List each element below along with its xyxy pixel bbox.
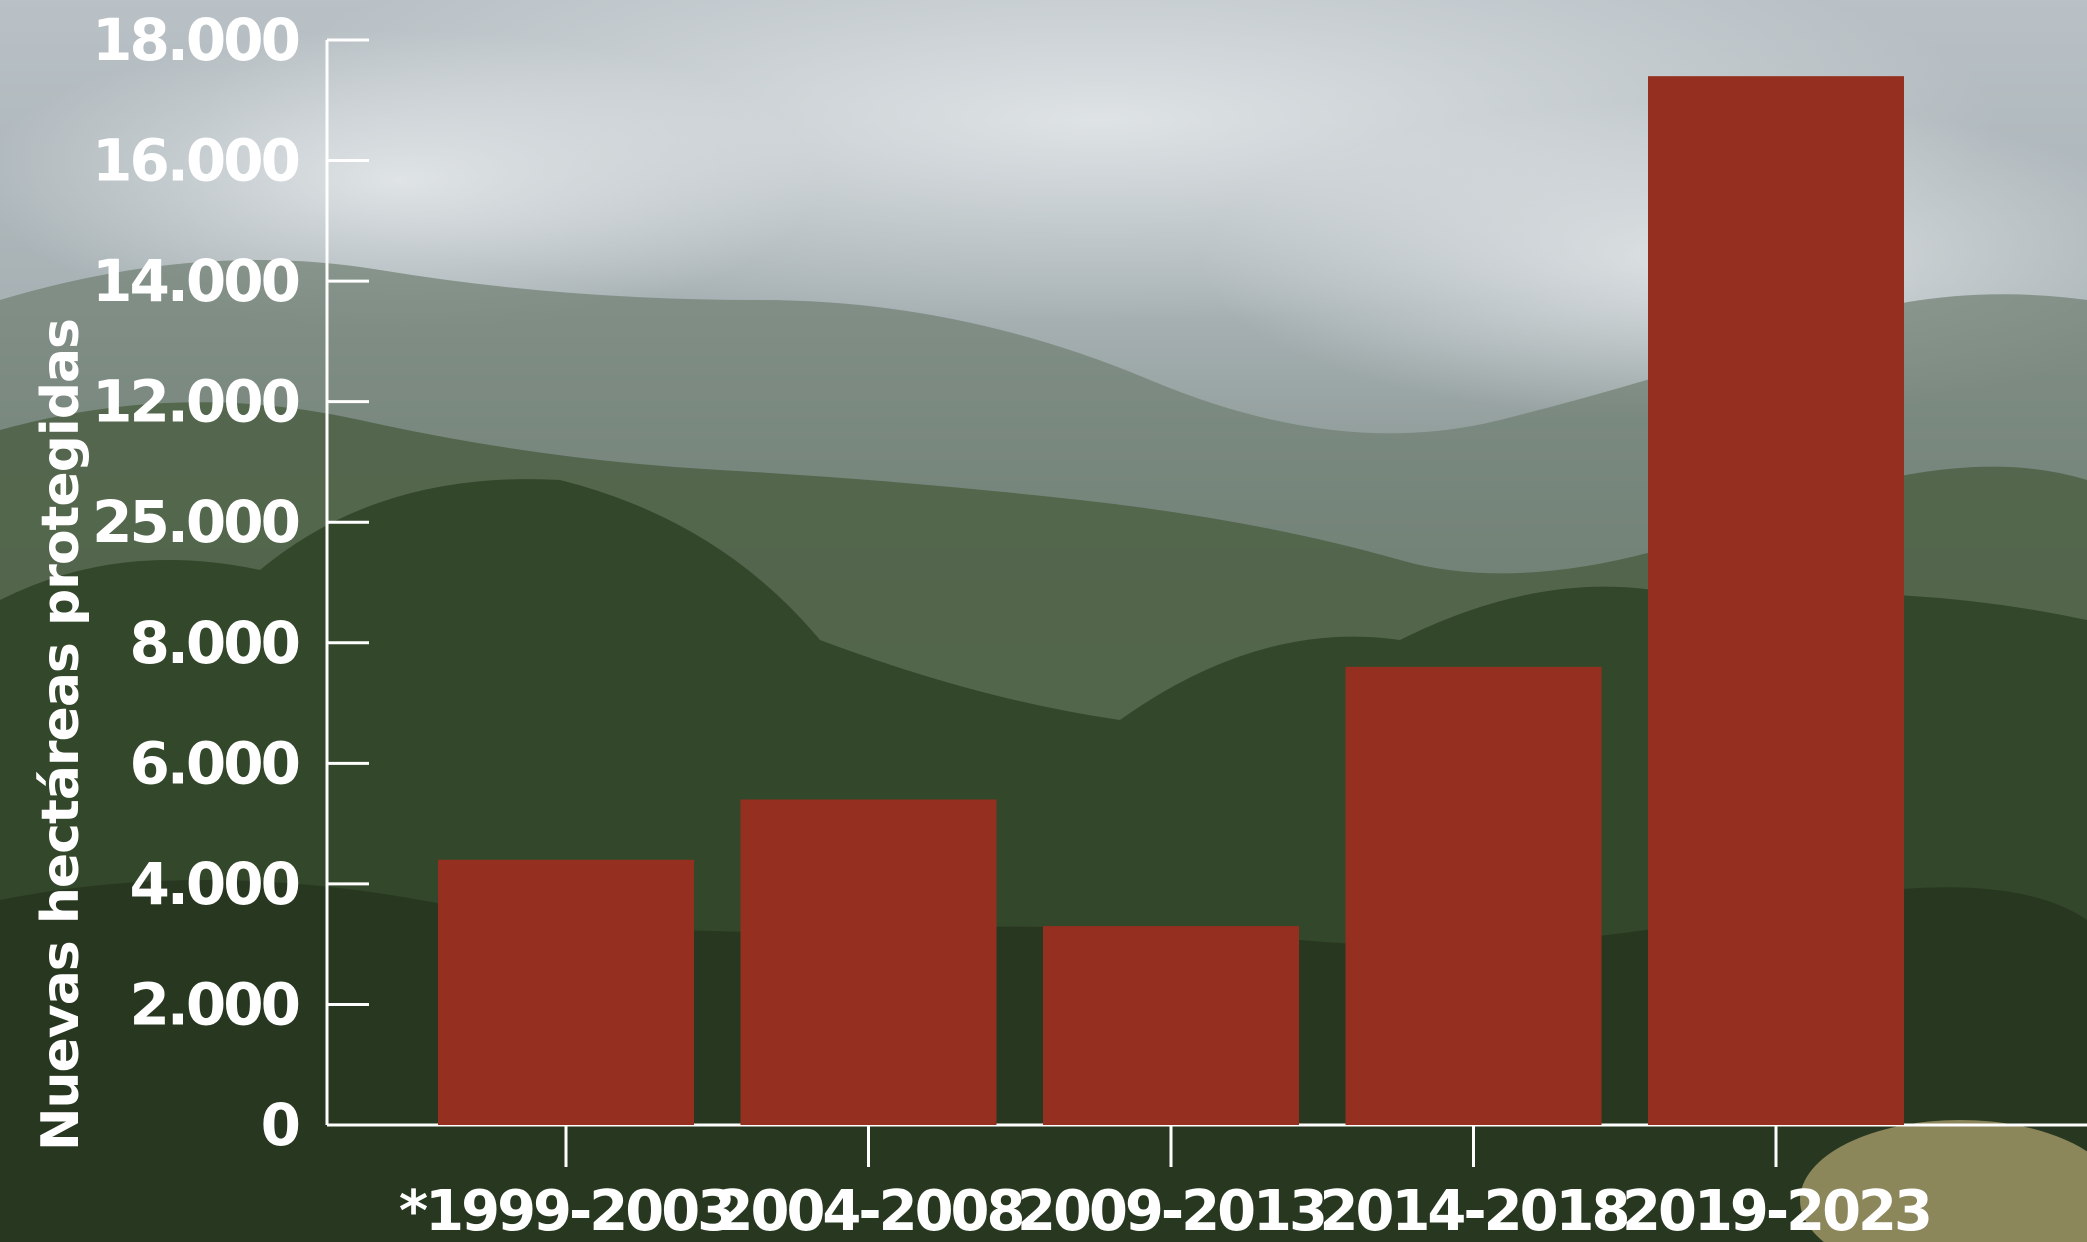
y-tick-label: 18.000 xyxy=(92,6,298,74)
bar xyxy=(1648,76,1904,1126)
y-tick-label: 25.000 xyxy=(92,488,298,556)
y-tick-label: 0 xyxy=(261,1091,299,1159)
x-tick-label: 2009-2013 xyxy=(1017,1179,1325,1242)
bar xyxy=(1043,926,1299,1125)
bar xyxy=(438,859,694,1125)
y-axis-title: Nuevas hectáreas protegidas xyxy=(31,319,91,1151)
x-tick-label: *1999-2003 xyxy=(399,1179,733,1242)
x-tick-label: 2019-2023 xyxy=(1622,1179,1930,1242)
y-tick-label: 6.000 xyxy=(130,729,299,797)
bar xyxy=(740,799,997,1125)
x-tick-label: 2004-2008 xyxy=(715,1179,1023,1242)
y-tick-label: 14.000 xyxy=(92,247,298,315)
y-tick-label: 12.000 xyxy=(92,368,298,436)
y-tick-label: 16.000 xyxy=(92,127,298,195)
bar xyxy=(1345,666,1602,1125)
y-tick-label: 4.000 xyxy=(130,850,299,918)
x-tick-label: 2014-2018 xyxy=(1320,1179,1628,1242)
y-tick-label: 8.000 xyxy=(130,609,299,677)
y-tick-label: 2.000 xyxy=(130,970,299,1038)
